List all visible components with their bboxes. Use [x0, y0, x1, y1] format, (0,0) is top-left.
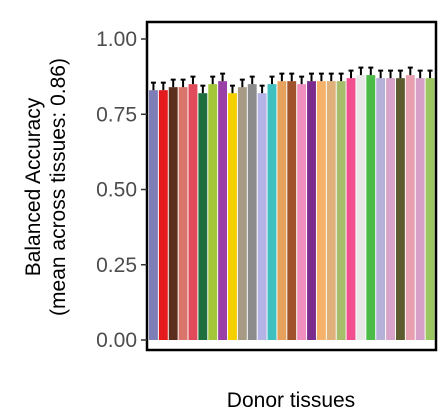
bar	[307, 81, 316, 340]
bar	[336, 81, 346, 340]
bar	[297, 84, 307, 341]
error-bar	[368, 66, 374, 76]
bar	[148, 90, 158, 340]
bar	[237, 87, 247, 340]
y-tick-label: 0.25	[96, 254, 137, 277]
y-tick-label: 0.75	[96, 103, 137, 126]
error-bar	[328, 72, 334, 82]
bar	[415, 78, 425, 340]
bar	[316, 81, 326, 340]
error-bar	[348, 69, 354, 79]
y-axis-label-line1: Balanced Accuracy	[22, 97, 45, 276]
error-bar	[269, 75, 275, 85]
plot-panel-border	[145, 20, 438, 352]
error-bar	[150, 81, 156, 91]
error-bar	[180, 78, 186, 88]
error-bar	[170, 78, 176, 88]
error-bar	[249, 75, 255, 85]
bar	[228, 93, 237, 341]
error-bar	[200, 84, 206, 94]
bars-group	[148, 75, 435, 341]
error-bar	[190, 75, 196, 85]
bar	[208, 84, 218, 341]
bar	[356, 75, 366, 341]
x-axis-label: Donor tissues	[227, 389, 355, 412]
error-bar	[417, 69, 423, 79]
error-bar	[210, 75, 216, 85]
bar	[405, 75, 415, 341]
error-bar	[318, 72, 324, 82]
bar	[158, 90, 168, 340]
bar	[277, 81, 287, 340]
bar	[257, 93, 267, 341]
error-bars-group	[150, 66, 433, 94]
y-axis: 0.00 0.25 0.50 0.75 1.00	[96, 28, 147, 352]
error-bar	[160, 81, 166, 91]
error-bar	[378, 69, 384, 79]
bar	[366, 75, 376, 341]
error-bar	[358, 66, 364, 76]
error-bar	[229, 84, 235, 94]
bar	[188, 84, 198, 341]
y-tick-label: 0.50	[96, 179, 137, 202]
error-bar	[289, 72, 295, 82]
error-bar	[279, 72, 285, 82]
error-bar	[397, 69, 403, 79]
bar	[386, 78, 395, 340]
error-bar	[407, 66, 413, 76]
bar	[425, 78, 435, 340]
error-bar	[220, 72, 226, 82]
bar	[168, 87, 178, 340]
error-bar	[388, 69, 394, 79]
error-bar	[427, 69, 433, 79]
error-bar	[338, 72, 344, 82]
y-tick-label: 1.00	[96, 28, 137, 51]
bar	[376, 78, 386, 340]
bar	[178, 87, 188, 340]
error-bar	[299, 75, 305, 85]
bar	[287, 81, 297, 340]
bar	[395, 78, 405, 340]
error-bar	[259, 84, 265, 94]
bar	[198, 93, 208, 341]
bar	[346, 78, 356, 340]
y-tick-label: 0.00	[96, 329, 137, 352]
y-axis-label-line2: (mean across tissues: 0.86)	[47, 58, 70, 316]
bar	[247, 84, 257, 341]
bar	[218, 81, 228, 340]
error-bar	[309, 72, 315, 82]
bar	[267, 84, 277, 341]
error-bar	[239, 78, 245, 88]
bar	[326, 81, 336, 340]
